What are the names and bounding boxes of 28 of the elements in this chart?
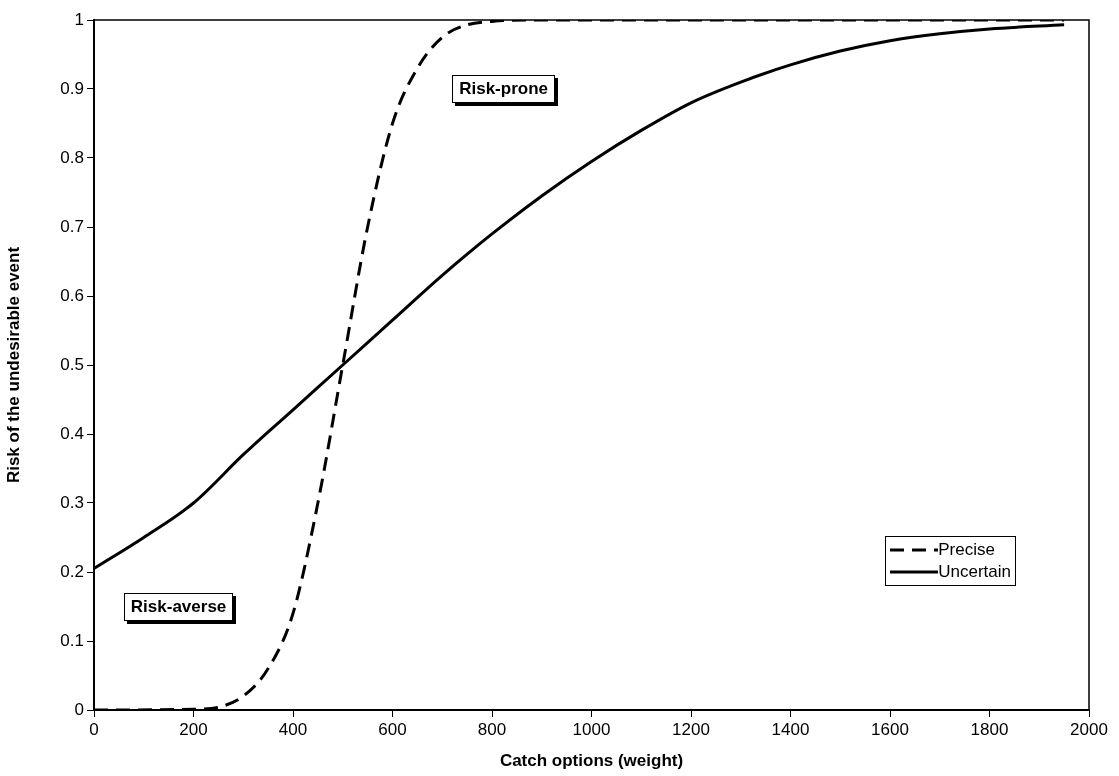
y-tick-label: 0.6 <box>60 285 84 305</box>
annotation: Risk-prone <box>452 75 555 104</box>
x-tick-label: 400 <box>278 719 308 739</box>
y-tick-label: 0.2 <box>60 561 84 581</box>
y-tick-label: 0.8 <box>60 147 84 167</box>
y-tick-label: 0.4 <box>60 423 84 443</box>
x-tick-label: 0 <box>89 719 99 739</box>
legend-label: Uncertain <box>938 562 1011 582</box>
x-tick-label: 1600 <box>871 719 909 739</box>
y-tick-label: 0.5 <box>60 354 84 374</box>
y-tick-label: 0.1 <box>60 630 84 650</box>
y-tick-label: 0.3 <box>60 492 84 512</box>
x-tick-label: 1400 <box>771 719 810 739</box>
y-axis-title: Risk of the undesirable event <box>3 246 23 484</box>
y-tick-label: 0.7 <box>60 216 84 236</box>
annotation: Risk-averse <box>123 592 234 621</box>
y-tick-label: 1 <box>74 9 84 29</box>
y-tick-label: 0.9 <box>60 78 84 98</box>
x-tick-label: 1000 <box>572 719 611 739</box>
legend-label: Precise <box>938 540 995 560</box>
x-tick-label: 200 <box>179 719 208 739</box>
x-tick-label: 2000 <box>1070 719 1108 739</box>
x-axis-title: Catch options (weight) <box>499 751 684 771</box>
y-tick-label: 0 <box>74 699 84 719</box>
x-tick-label: 1800 <box>970 719 1009 739</box>
x-tick-label: 800 <box>477 719 507 739</box>
x-tick-label: 1200 <box>672 719 710 739</box>
x-tick-label: 600 <box>378 719 407 739</box>
